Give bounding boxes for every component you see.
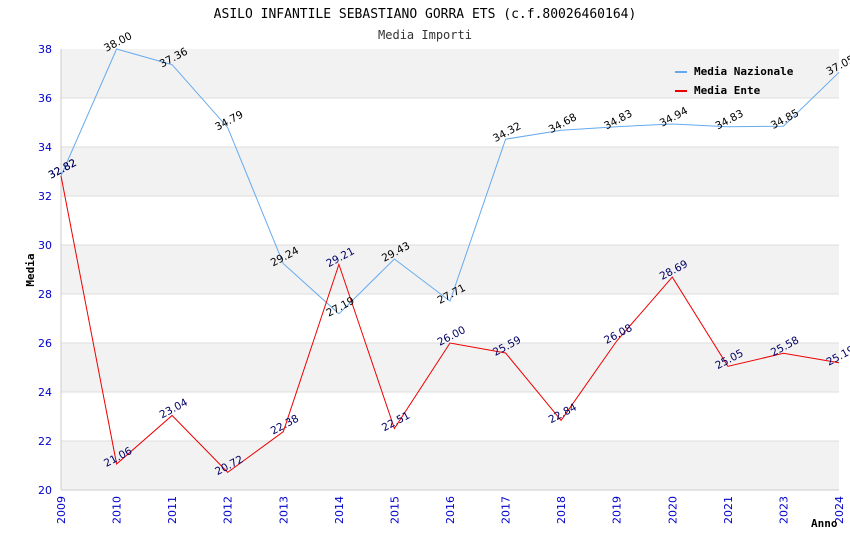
x-tick-label: 2018 — [555, 496, 568, 524]
x-tick-label: 2019 — [611, 496, 624, 524]
x-tick-label: 2015 — [388, 496, 401, 524]
y-tick-label: 22 — [38, 435, 52, 448]
x-tick-label: 2017 — [500, 496, 513, 524]
x-tick-label: 2020 — [666, 496, 679, 524]
x-axis-label: Anno — [811, 517, 838, 530]
grid-band — [61, 147, 839, 196]
chart-title: ASILO INFANTILE SEBASTIANO GORRA ETS (c.… — [214, 7, 637, 22]
legend-label-media-ente: Media Ente — [694, 84, 761, 97]
x-tick-label: 2024 — [833, 496, 846, 524]
legend: Media Nazionale Media Ente — [675, 65, 794, 97]
x-tick-label: 2021 — [722, 496, 735, 524]
axes — [60, 49, 839, 491]
series-lines — [60, 48, 840, 474]
y-tick-label: 36 — [38, 92, 52, 105]
grid-band — [61, 245, 839, 294]
y-tick-label: 34 — [38, 141, 52, 154]
y-axis-label: Media — [24, 253, 37, 286]
x-tick-label: 2013 — [277, 496, 290, 524]
x-tick-label: 2014 — [333, 496, 346, 524]
x-tick-label: 2012 — [222, 496, 235, 524]
legend-label-media-nazionale: Media Nazionale — [694, 65, 794, 78]
grid-band — [61, 98, 839, 147]
grid-band — [61, 441, 839, 490]
x-tick-labels: 2009 2010 2011 2012 2013 2014 2015 2016 2017 2018… — [55, 496, 846, 524]
grid-band — [61, 294, 839, 343]
grid-band — [61, 196, 839, 245]
y-tick-label: 30 — [38, 239, 52, 252]
y-tick-labels: 20 22 24 26 28 30 32 34 36 38 — [38, 43, 52, 497]
x-tick-label: 2009 — [55, 496, 68, 524]
y-tick-label: 26 — [38, 337, 52, 350]
y-tick-label: 28 — [38, 288, 52, 301]
x-tick-label: 2011 — [166, 496, 179, 524]
y-tick-label: 24 — [38, 386, 52, 399]
series-line-media-nazionale — [60, 48, 840, 315]
x-tick-label: 2010 — [111, 496, 124, 524]
x-tick-label: 2016 — [444, 496, 457, 524]
series-line-media-ente — [60, 175, 840, 474]
grid-band — [61, 392, 839, 441]
x-tick-label: 2023 — [777, 496, 790, 524]
chart-subtitle: Media Importi — [378, 28, 472, 42]
y-tick-label: 20 — [38, 484, 52, 497]
grid-band — [61, 49, 839, 98]
grid-band — [61, 343, 839, 392]
y-tick-label: 38 — [38, 43, 52, 56]
grid-bands — [61, 49, 839, 491]
y-tick-label: 32 — [38, 190, 52, 203]
